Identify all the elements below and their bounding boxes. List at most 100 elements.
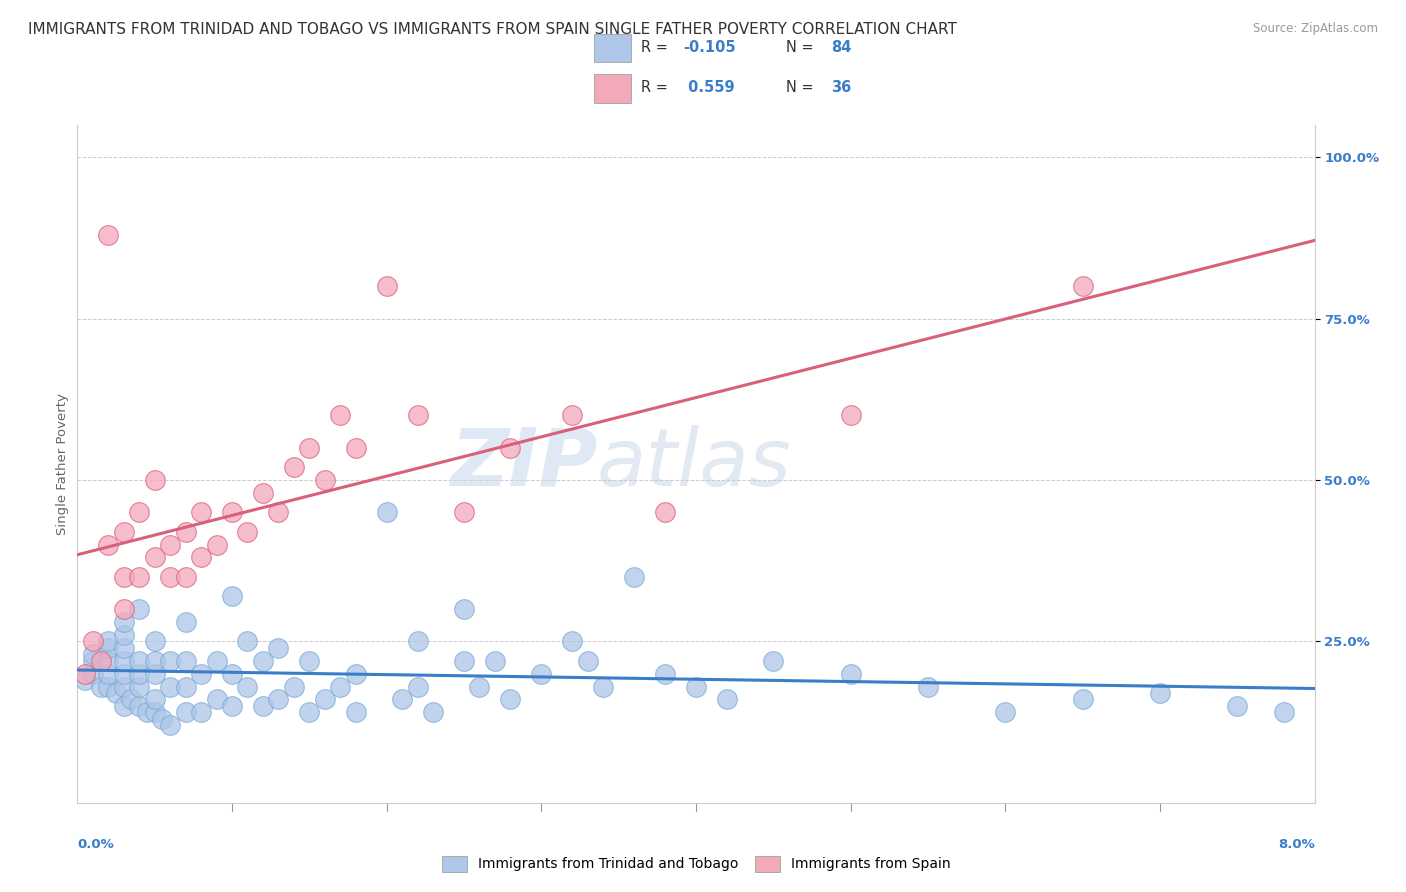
Point: [762, 654, 785, 668]
Point: [453, 602, 475, 616]
Point: [75, 666, 96, 681]
Text: 0.559: 0.559: [683, 80, 735, 95]
Point: [1071, 279, 1094, 293]
Point: [576, 654, 599, 668]
Point: [112, 570, 135, 584]
Point: [143, 550, 166, 565]
Point: [1226, 698, 1249, 713]
Point: [685, 680, 707, 694]
Point: [623, 570, 645, 584]
Text: -0.105: -0.105: [683, 40, 735, 54]
Point: [329, 680, 352, 694]
Point: [298, 441, 321, 455]
Text: atlas: atlas: [598, 425, 792, 503]
Point: [221, 505, 243, 519]
Point: [406, 634, 429, 648]
Text: R =: R =: [641, 80, 672, 95]
Point: [205, 537, 228, 551]
Text: 0.0%: 0.0%: [77, 838, 114, 851]
Point: [112, 698, 135, 713]
Point: [267, 505, 290, 519]
Point: [654, 505, 676, 519]
Point: [314, 473, 336, 487]
Text: 8.0%: 8.0%: [1278, 838, 1315, 851]
Point: [499, 692, 522, 706]
Text: N =: N =: [786, 80, 818, 95]
Point: [136, 706, 159, 720]
Point: [252, 654, 274, 668]
Point: [530, 666, 553, 681]
Point: [90, 680, 111, 694]
Point: [298, 654, 321, 668]
Text: N =: N =: [786, 40, 818, 54]
Point: [75, 673, 96, 687]
Point: [994, 706, 1017, 720]
Point: [252, 698, 274, 713]
Point: [82, 654, 104, 668]
Point: [97, 227, 120, 242]
Point: [112, 615, 135, 629]
Point: [1149, 686, 1171, 700]
Point: [375, 505, 398, 519]
Point: [654, 666, 676, 681]
Point: [174, 570, 197, 584]
Point: [205, 692, 228, 706]
Point: [499, 441, 522, 455]
Text: Source: ZipAtlas.com: Source: ZipAtlas.com: [1253, 22, 1378, 36]
Point: [174, 654, 197, 668]
Point: [267, 640, 290, 655]
Point: [484, 654, 506, 668]
Point: [90, 654, 111, 668]
Legend: Immigrants from Trinidad and Tobago, Immigrants from Spain: Immigrants from Trinidad and Tobago, Imm…: [436, 850, 956, 877]
Point: [190, 550, 212, 565]
Point: [112, 524, 135, 539]
Point: [422, 706, 444, 720]
Text: ZIP: ZIP: [450, 425, 598, 503]
Point: [344, 441, 367, 455]
Text: 84: 84: [831, 40, 852, 54]
Text: 36: 36: [831, 80, 852, 95]
Point: [143, 692, 166, 706]
Point: [190, 706, 212, 720]
Point: [236, 680, 259, 694]
Point: [128, 680, 150, 694]
Point: [174, 524, 197, 539]
Point: [283, 460, 305, 475]
Point: [128, 602, 150, 616]
Point: [391, 692, 413, 706]
Point: [128, 505, 150, 519]
Point: [174, 680, 197, 694]
Point: [468, 680, 491, 694]
Point: [121, 692, 143, 706]
Point: [97, 680, 120, 694]
Point: [112, 640, 135, 655]
Point: [112, 654, 135, 668]
Point: [159, 537, 181, 551]
Point: [205, 654, 228, 668]
Point: [406, 680, 429, 694]
Point: [406, 409, 429, 423]
Point: [221, 589, 243, 603]
Point: [190, 505, 212, 519]
Point: [143, 634, 166, 648]
Point: [453, 654, 475, 668]
Point: [252, 486, 274, 500]
Point: [190, 666, 212, 681]
Point: [839, 409, 862, 423]
Point: [82, 634, 104, 648]
Point: [128, 654, 150, 668]
Point: [561, 634, 583, 648]
Point: [344, 706, 367, 720]
FancyBboxPatch shape: [593, 34, 631, 62]
Point: [561, 409, 583, 423]
Point: [159, 654, 181, 668]
Point: [375, 279, 398, 293]
Point: [716, 692, 738, 706]
Point: [128, 570, 150, 584]
Point: [329, 409, 352, 423]
Point: [174, 615, 197, 629]
Point: [143, 706, 166, 720]
Point: [159, 718, 181, 732]
Point: [221, 698, 243, 713]
Point: [267, 692, 290, 706]
